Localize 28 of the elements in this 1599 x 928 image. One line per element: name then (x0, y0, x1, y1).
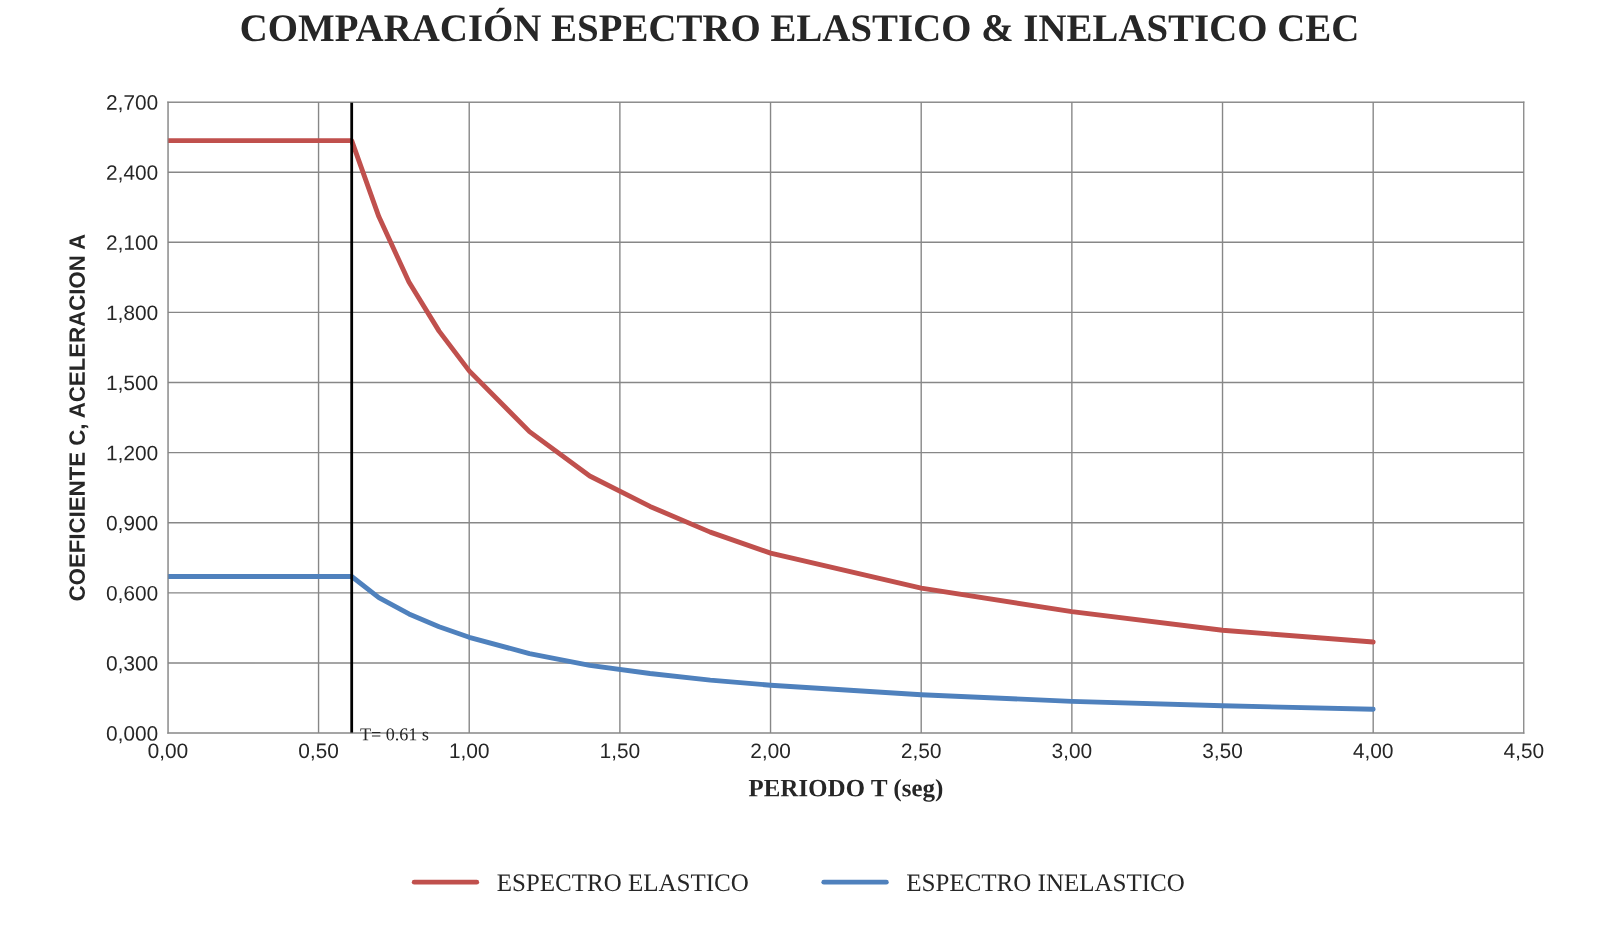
x-tick-label: 4,00 (1353, 743, 1393, 761)
line-series (167, 574, 1376, 712)
y-tick-label: 0,900 (106, 515, 158, 533)
y-axis-title: COEFICIENTE C, ACELERACION A (69, 234, 89, 601)
y-tick-label: 1,800 (107, 305, 158, 323)
ref-line-label: T= 0.61 s (360, 728, 429, 741)
y-tick-label: 2,400 (107, 165, 158, 183)
x-tick-label: 3,00 (1052, 743, 1092, 761)
y-tick-label: 2,700 (107, 95, 158, 113)
x-tick-label: 4,50 (1504, 743, 1544, 761)
legend-label: ESPECTRO INELASTICO (907, 874, 1184, 892)
x-axis-title: PERIODO T (seg) (748, 778, 943, 802)
y-tick-label: 2,100 (107, 235, 158, 253)
y-tick-label: 0,300 (106, 656, 158, 674)
x-tick-label: 2,00 (751, 743, 790, 761)
y-tick-label: 1,200 (107, 445, 158, 463)
x-tick-label: 0,00 (148, 743, 188, 761)
y-tick-label: 0,000 (106, 726, 158, 744)
x-tick-label: 2,50 (901, 743, 941, 761)
x-tick-label: 1,00 (450, 743, 489, 761)
legend-label: ESPECTRO ELASTICO (497, 874, 748, 892)
x-tick-label: 0,50 (299, 743, 339, 761)
chart-title: COMPARACIÓN ESPECTRO ELASTICO & INELASTICO CEC (241, 7, 1357, 42)
y-tick-label: 1,500 (107, 375, 158, 393)
line-series (167, 138, 1376, 645)
x-tick-label: 1,50 (601, 743, 640, 761)
y-tick-label: 0,600 (106, 585, 158, 604)
x-tick-label: 3,50 (1203, 743, 1242, 761)
